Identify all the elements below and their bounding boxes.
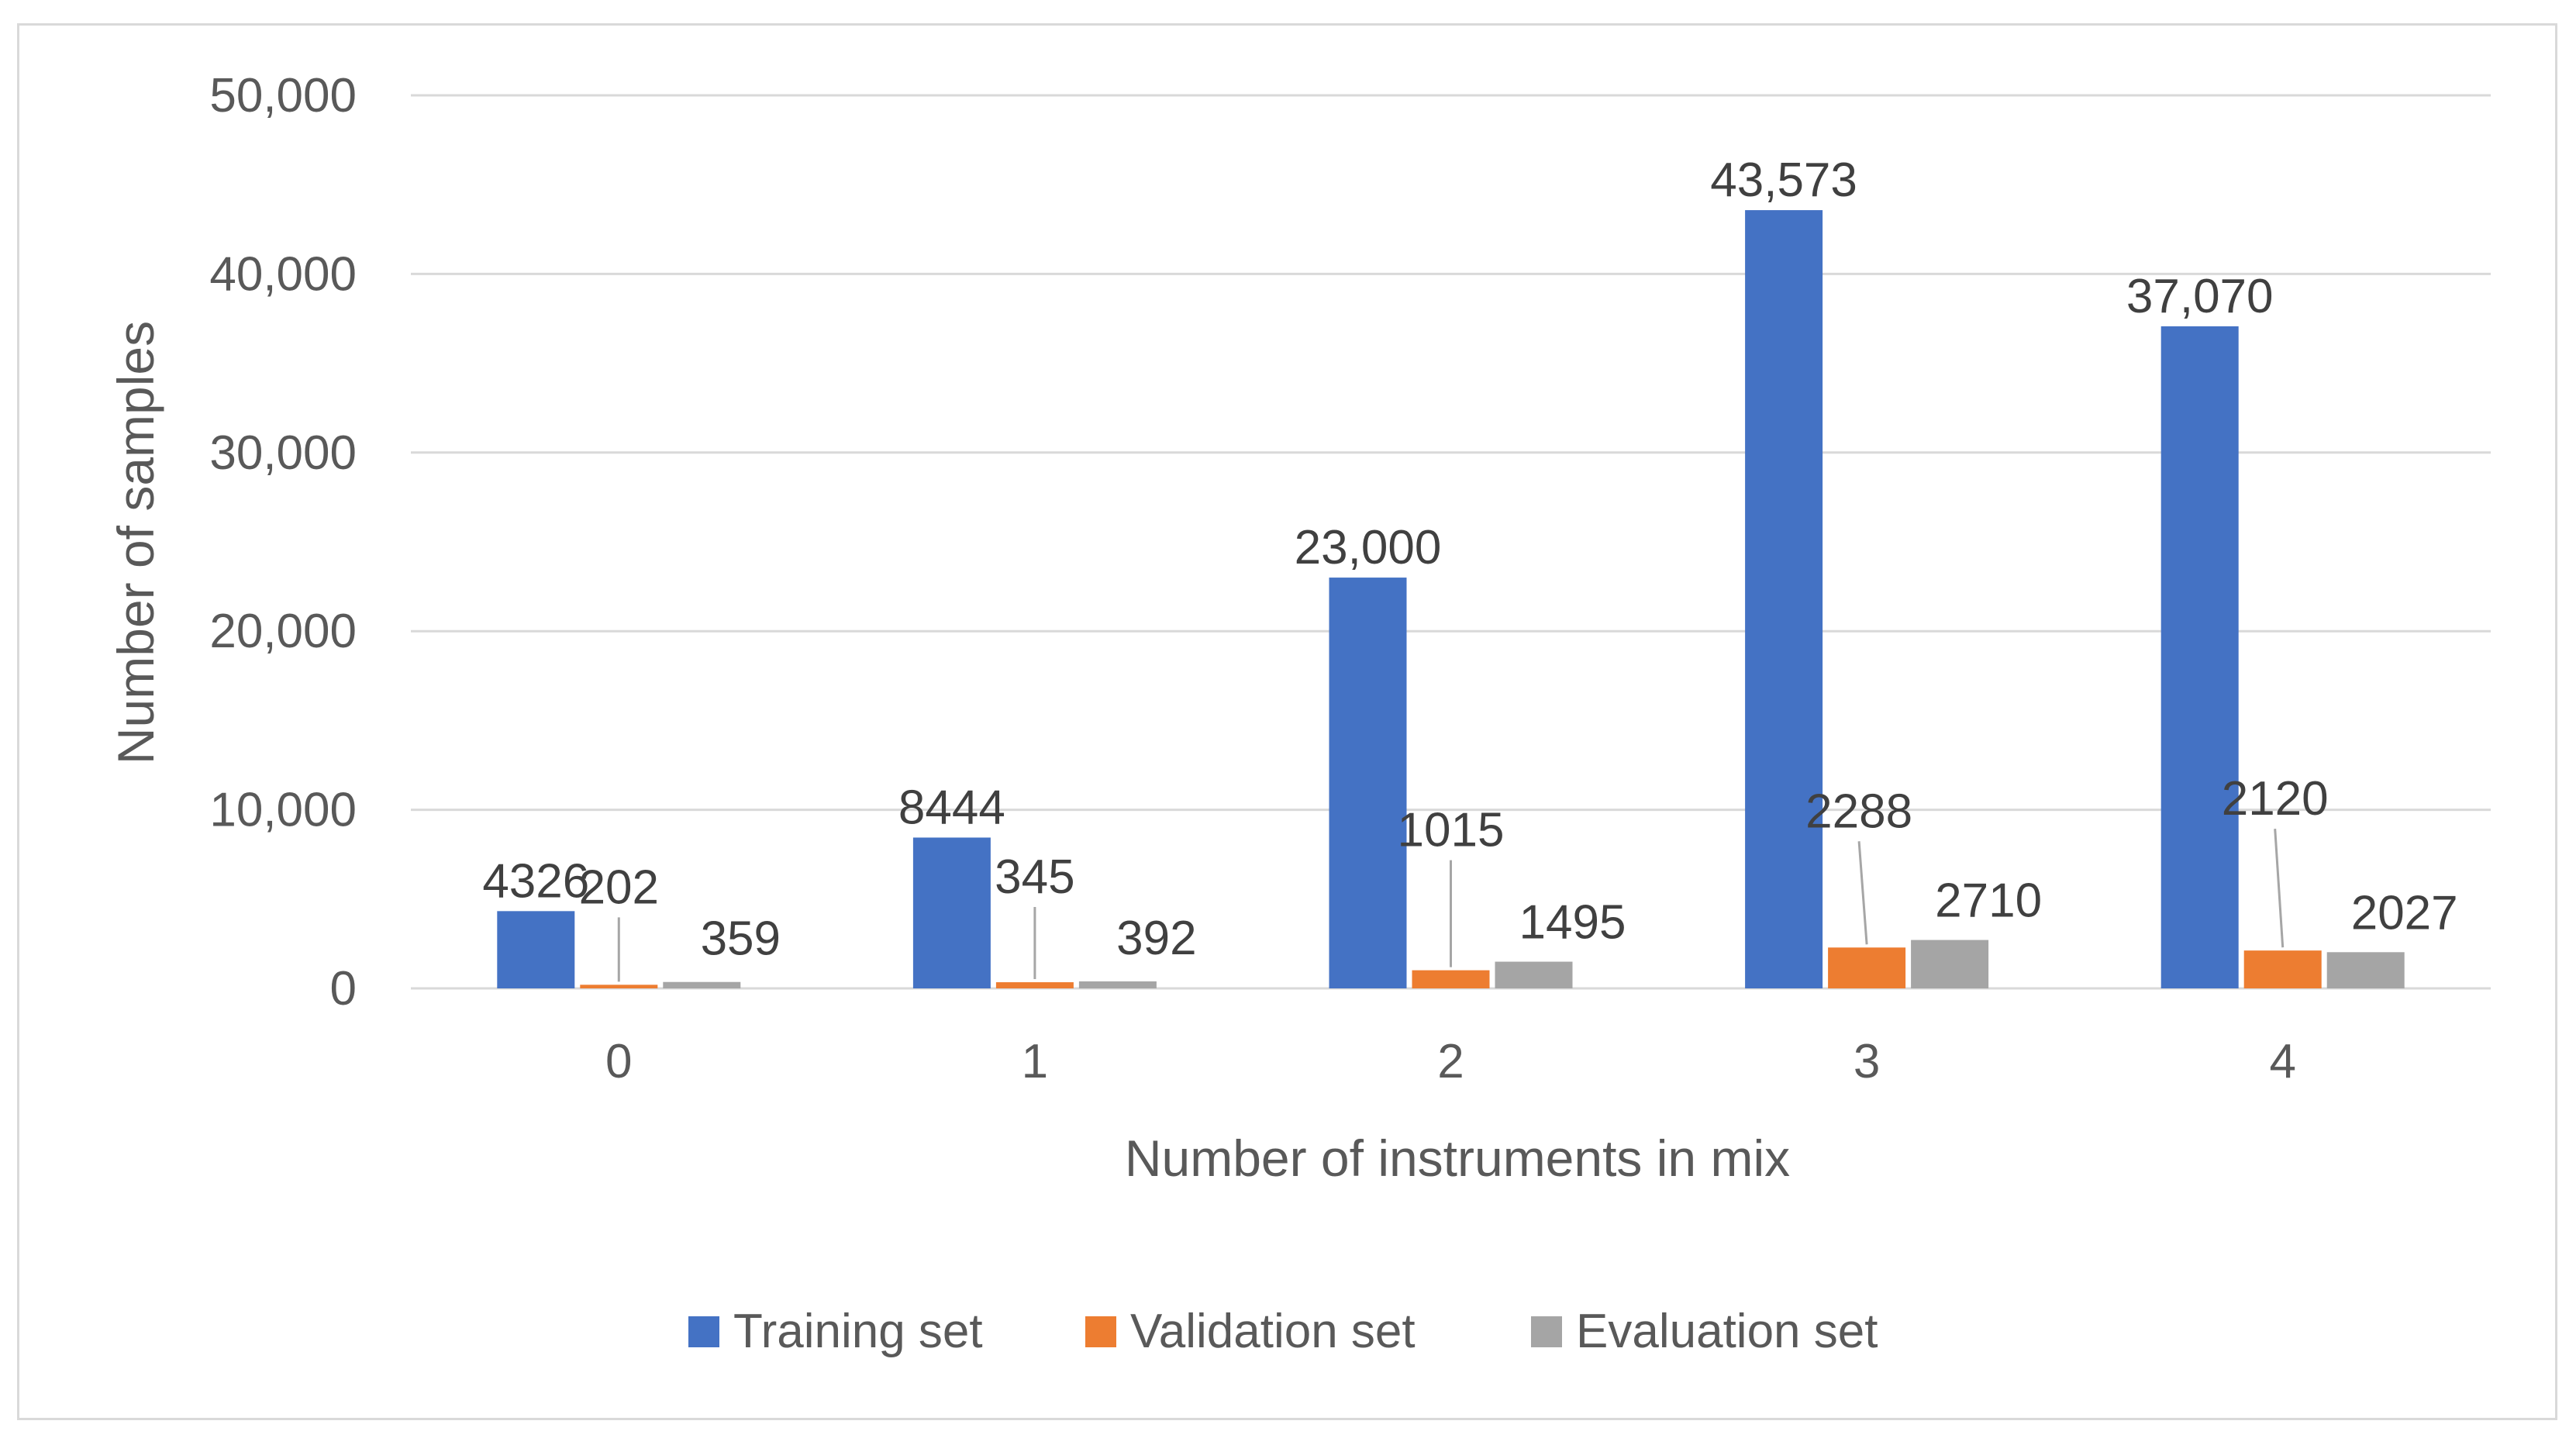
x-tick-label: 0 <box>605 1035 632 1088</box>
bar-evaluation-4 <box>2326 952 2405 988</box>
y-axis-title: Number of samples <box>107 321 164 764</box>
y-tick-label: 50,000 <box>209 69 357 122</box>
data-label-training-3: 43,573 <box>1710 153 1857 207</box>
legend-label: Validation set <box>1130 1305 1416 1358</box>
gridlines <box>411 94 2491 990</box>
data-label-training-0: 4326 <box>482 854 589 908</box>
leader-lines <box>617 829 2285 982</box>
x-axis-ticks: 0 1 2 3 4 <box>605 1035 2296 1088</box>
bar-validation-1 <box>995 982 1074 988</box>
bar-evaluation-2 <box>1495 961 1573 988</box>
data-label-evaluation-4: 2027 <box>2351 886 2458 940</box>
legend-item-evaluation: Evaluation set <box>1531 1305 1878 1358</box>
y-tick-label: 10,000 <box>209 784 357 837</box>
data-label-evaluation-3: 2710 <box>1935 874 2042 928</box>
bar-training-1 <box>912 837 991 988</box>
bar-validation-2 <box>1412 970 1490 988</box>
data-label-evaluation-1: 392 <box>1116 912 1196 965</box>
bar-validation-0 <box>580 985 658 988</box>
legend-item-training: Training set <box>688 1305 983 1358</box>
legend-label: Training set <box>733 1305 983 1358</box>
bar-evaluation-0 <box>663 981 741 988</box>
data-label-validation-4: 2120 <box>2222 772 2329 826</box>
bar-training-2 <box>1329 578 1407 988</box>
leader-line <box>2274 829 2285 948</box>
legend-swatch <box>1531 1316 1562 1347</box>
y-tick-label: 20,000 <box>209 605 357 658</box>
legend: Training set Validation set Evaluation set <box>688 1305 1878 1358</box>
bar-evaluation-3 <box>1911 940 1989 988</box>
data-label-validation-0: 202 <box>579 860 659 914</box>
x-axis-title: Number of instruments in mix <box>1125 1129 1790 1187</box>
data-label-validation-3: 2288 <box>1805 785 1912 838</box>
data-label-training-1: 8444 <box>898 781 1005 834</box>
chart-frame <box>17 23 2557 1420</box>
bar-validation-3 <box>1828 947 1906 988</box>
y-tick-label: 30,000 <box>209 426 357 480</box>
data-label-training-2: 23,000 <box>1295 521 1442 574</box>
bar-training-3 <box>1745 210 1823 988</box>
legend-item-validation: Validation set <box>1085 1305 1416 1358</box>
x-tick-label: 2 <box>1437 1035 1464 1088</box>
data-label-validation-2: 1015 <box>1398 804 1505 857</box>
bar-validation-4 <box>2243 950 2322 988</box>
bar-evaluation-1 <box>1078 981 1157 988</box>
x-tick-label: 4 <box>2269 1035 2295 1088</box>
y-tick-label: 40,000 <box>209 247 357 301</box>
data-label-validation-1: 345 <box>995 850 1074 904</box>
x-tick-label: 1 <box>1022 1035 1048 1088</box>
data-label-evaluation-2: 1495 <box>1519 896 1626 950</box>
x-tick-label: 3 <box>1854 1035 1880 1088</box>
legend-label: Evaluation set <box>1576 1305 1878 1358</box>
legend-swatch <box>1085 1316 1116 1347</box>
data-label-training-4: 37,070 <box>2126 270 2274 323</box>
leader-line <box>1857 841 1868 945</box>
y-tick-label: 0 <box>330 962 357 1016</box>
data-label-evaluation-0: 359 <box>701 912 781 966</box>
bar-training-4 <box>2160 326 2239 988</box>
bars <box>497 210 2405 988</box>
bar-training-0 <box>497 911 575 988</box>
legend-swatch <box>688 1316 719 1347</box>
y-axis-ticks: 0 10,000 20,000 30,000 40,000 50,000 <box>209 69 357 1016</box>
